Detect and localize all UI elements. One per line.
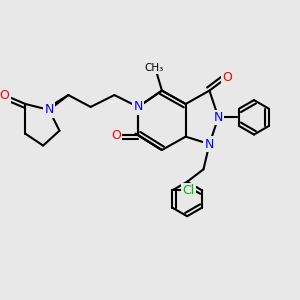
Text: N: N [134, 100, 143, 113]
Text: O: O [222, 71, 232, 84]
Text: N: N [205, 138, 214, 151]
Text: N: N [214, 111, 223, 124]
Text: N: N [44, 103, 54, 116]
Text: O: O [0, 88, 10, 102]
Text: O: O [111, 129, 121, 142]
Text: CH₃: CH₃ [145, 63, 164, 73]
Text: Cl: Cl [182, 184, 195, 197]
